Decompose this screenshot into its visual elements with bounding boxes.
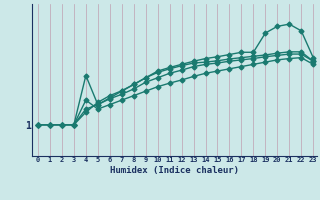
X-axis label: Humidex (Indice chaleur): Humidex (Indice chaleur)	[110, 166, 239, 175]
